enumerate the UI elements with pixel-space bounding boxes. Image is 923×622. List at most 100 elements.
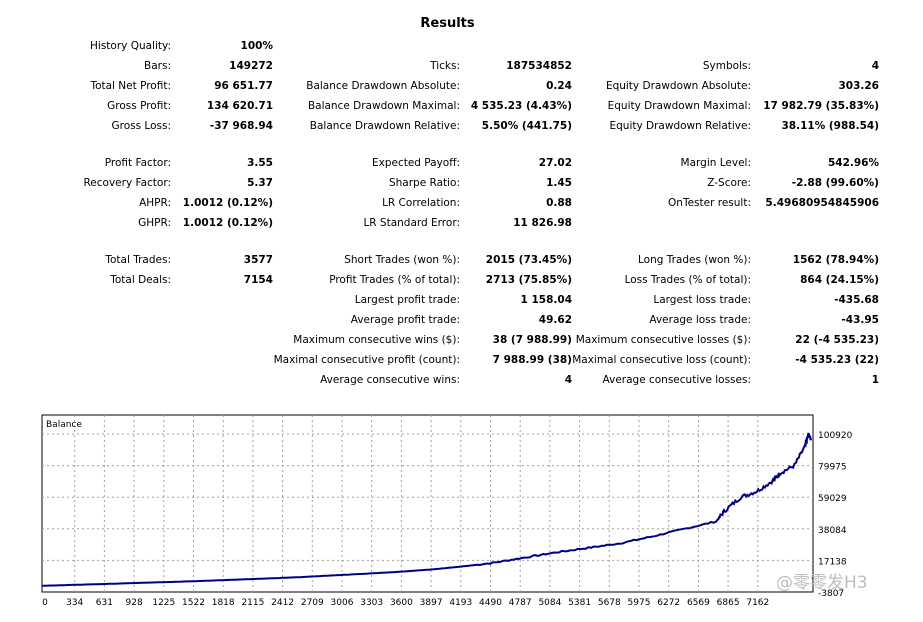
balance-drawdown-relative-value: 5.50% (441.75) bbox=[481, 120, 572, 132]
average-consecutive-wins-value: 4 bbox=[564, 374, 572, 386]
total-net-profit-value: 96 651.77 bbox=[214, 80, 273, 92]
short-trades-won-label: Short Trades (won %): bbox=[344, 254, 460, 266]
margin-level-value: 542.96% bbox=[827, 157, 879, 169]
history-quality-value: 100% bbox=[240, 40, 273, 52]
chart-title: Balance bbox=[46, 420, 82, 430]
x-tick-label: 631 bbox=[96, 598, 113, 608]
average-consecutive-losses-label: Average consecutive losses: bbox=[602, 374, 751, 386]
equity-drawdown-relative-value: 38.11% (988.54) bbox=[781, 120, 879, 132]
bars-label: Bars: bbox=[144, 60, 171, 72]
x-tick-label: 5678 bbox=[598, 598, 621, 608]
y-tick-label: 100920 bbox=[818, 431, 853, 441]
x-tick-label: 5084 bbox=[538, 598, 561, 608]
loss-trades-of-total-value: 864 (24.15%) bbox=[800, 274, 879, 286]
x-tick-label: 2709 bbox=[301, 598, 324, 608]
largest-profit-trade-value: 1 158.04 bbox=[520, 294, 572, 306]
gross-loss-value: -37 968.94 bbox=[209, 120, 273, 132]
average-loss-trade-value: -43.95 bbox=[841, 314, 879, 326]
x-tick-label: 6569 bbox=[687, 598, 710, 608]
total-trades-value: 3577 bbox=[243, 254, 273, 266]
lr-correlation-value: 0.88 bbox=[546, 197, 572, 209]
balance-drawdown-maximal-label: Balance Drawdown Maximal: bbox=[307, 100, 460, 112]
long-trades-won-value: 1562 (78.94%) bbox=[792, 254, 879, 266]
expected-payoff-label: Expected Payoff: bbox=[371, 157, 460, 169]
largest-profit-trade-label: Largest profit trade: bbox=[354, 294, 460, 306]
x-tick-label: 1818 bbox=[212, 598, 235, 608]
lr-standard-error-label: LR Standard Error: bbox=[363, 217, 460, 229]
maximal-consecutive-loss-count-label: Maximal consecutive loss (count): bbox=[572, 354, 751, 366]
average-profit-trade-label: Average profit trade: bbox=[350, 314, 460, 326]
x-tick-label: 4490 bbox=[479, 598, 502, 608]
x-tick-label: 2412 bbox=[271, 598, 294, 608]
x-tick-label: 928 bbox=[126, 598, 143, 608]
watermark: @零零发H3 bbox=[776, 573, 868, 593]
maximum-consecutive-wins-label: Maximum consecutive wins ($): bbox=[293, 334, 460, 346]
x-tick-label: 0 bbox=[42, 598, 48, 608]
equity-drawdown-relative-label: Equity Drawdown Relative: bbox=[609, 120, 751, 132]
x-tick-label: 1225 bbox=[152, 598, 175, 608]
recovery-factor-label: Recovery Factor: bbox=[83, 177, 171, 189]
equity-drawdown-absolute-label: Equity Drawdown Absolute: bbox=[605, 80, 751, 92]
gross-loss-label: Gross Loss: bbox=[111, 120, 172, 132]
ontester-result-label: OnTester result: bbox=[668, 197, 751, 209]
bars-value: 149272 bbox=[229, 60, 273, 72]
short-trades-won-value: 2015 (73.45%) bbox=[485, 254, 572, 266]
average-consecutive-losses-value: 1 bbox=[871, 374, 879, 386]
history-quality-label: History Quality: bbox=[90, 40, 171, 52]
gross-profit-value: 134 620.71 bbox=[206, 100, 273, 112]
ahpr-value: 1.0012 (0.12%) bbox=[182, 197, 273, 209]
x-tick-label: 1522 bbox=[182, 598, 205, 608]
maximum-consecutive-wins-value: 38 (7 988.99) bbox=[492, 334, 572, 346]
ticks-value: 187534852 bbox=[506, 60, 572, 72]
largest-loss-trade-label: Largest loss trade: bbox=[653, 294, 751, 306]
long-trades-won-label: Long Trades (won %): bbox=[637, 254, 751, 266]
x-tick-label: 2115 bbox=[241, 598, 264, 608]
lr-standard-error-value: 11 826.98 bbox=[513, 217, 572, 229]
balance-line bbox=[41, 432, 812, 587]
x-tick-label: 4787 bbox=[509, 598, 532, 608]
x-tick-label: 5975 bbox=[628, 598, 651, 608]
x-tick-label: 3006 bbox=[331, 598, 354, 608]
symbols-label: Symbols: bbox=[702, 60, 751, 72]
x-tick-label: 6272 bbox=[657, 598, 680, 608]
ahpr-label: AHPR: bbox=[139, 197, 171, 209]
x-tick-label: 3600 bbox=[390, 598, 413, 608]
equity-drawdown-maximal-label: Equity Drawdown Maximal: bbox=[607, 100, 751, 112]
total-deals-label: Total Deals: bbox=[110, 274, 171, 286]
profit-trades-of-total-label: Profit Trades (% of total): bbox=[329, 274, 460, 286]
average-loss-trade-label: Average loss trade: bbox=[649, 314, 751, 326]
z-score-value: -2.88 (99.60%) bbox=[791, 177, 879, 189]
expected-payoff-value: 27.02 bbox=[538, 157, 572, 169]
sharpe-ratio-value: 1.45 bbox=[546, 177, 572, 189]
x-tick-label: 334 bbox=[66, 598, 83, 608]
x-tick-label: 6865 bbox=[717, 598, 740, 608]
largest-loss-trade-value: -435.68 bbox=[834, 294, 879, 306]
total-trades-label: Total Trades: bbox=[105, 254, 171, 266]
average-consecutive-wins-label: Average consecutive wins: bbox=[320, 374, 460, 386]
recovery-factor-value: 5.37 bbox=[247, 177, 273, 189]
symbols-value: 4 bbox=[871, 60, 879, 72]
equity-drawdown-absolute-value: 303.26 bbox=[838, 80, 879, 92]
total-net-profit-label: Total Net Profit: bbox=[90, 80, 171, 92]
maximum-consecutive-losses-label: Maximum consecutive losses ($): bbox=[575, 334, 751, 346]
maximal-consecutive-profit-count-value: 7 988.99 (38) bbox=[492, 354, 572, 366]
chart-frame bbox=[41, 414, 814, 593]
maximum-consecutive-losses-value: 22 (-4 535.23) bbox=[795, 334, 879, 346]
x-tick-label: 7162 bbox=[746, 598, 769, 608]
balance-drawdown-absolute-label: Balance Drawdown Absolute: bbox=[306, 80, 460, 92]
profit-factor-value: 3.55 bbox=[247, 157, 273, 169]
x-tick-label: 5381 bbox=[568, 598, 591, 608]
ticks-label: Ticks: bbox=[430, 60, 460, 72]
total-deals-value: 7154 bbox=[243, 274, 273, 286]
lr-correlation-label: LR Correlation: bbox=[382, 197, 460, 209]
sharpe-ratio-label: Sharpe Ratio: bbox=[388, 177, 460, 189]
profit-trades-of-total-value: 2713 (75.85%) bbox=[485, 274, 572, 286]
y-tick-label: 79975 bbox=[818, 463, 847, 473]
results-title: Results bbox=[420, 16, 475, 31]
x-tick-label: 4193 bbox=[449, 598, 472, 608]
loss-trades-of-total-label: Loss Trades (% of total): bbox=[624, 274, 751, 286]
x-tick-label: 3303 bbox=[360, 598, 383, 608]
ghpr-value: 1.0012 (0.12%) bbox=[182, 217, 273, 229]
y-tick-label: 59029 bbox=[818, 494, 847, 504]
